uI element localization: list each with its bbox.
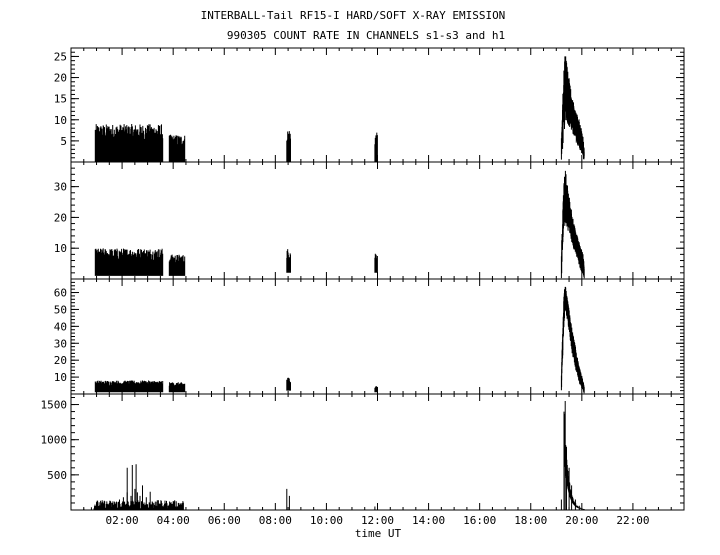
x-tick-label: 20:00: [565, 514, 598, 527]
data-burst: [374, 132, 378, 162]
x-tick-label: 08:00: [259, 514, 292, 527]
data-burst: [286, 377, 291, 391]
y-tick-label: 20: [54, 211, 67, 224]
data-flare: [560, 56, 585, 160]
x-tick-label: 12:00: [361, 514, 394, 527]
y-tick-label: 40: [54, 320, 67, 333]
x-tick-label: 14:00: [412, 514, 445, 527]
y-tick-label: 1500: [41, 399, 68, 412]
y-tick-label: 500: [47, 469, 67, 482]
chart-title-line1: INTERBALL-Tail RF15-I HARD/SOFT X-RAY EM…: [201, 9, 506, 22]
data-burst: [286, 131, 291, 162]
data-burst: [286, 249, 291, 273]
y-tick-label: 60: [54, 287, 67, 300]
x-tick-label: 10:00: [310, 514, 343, 527]
x-tick-label: 22:00: [616, 514, 649, 527]
data-burst: [168, 382, 186, 393]
data-burst: [94, 380, 164, 393]
x-axis-label: time UT: [355, 527, 402, 540]
x-tick-label: 06:00: [208, 514, 241, 527]
y-tick-label: 15: [54, 93, 67, 106]
y-tick-label: 10: [54, 114, 67, 127]
panel-s3: 10 20 30 40 50 60: [54, 278, 685, 395]
panel-s2: 10 20 30: [54, 161, 685, 280]
y-tick-label: 20: [54, 354, 67, 367]
y-tick-label: 20: [54, 72, 67, 85]
y-tick-label: 10: [54, 371, 67, 384]
y-tick-label: 25: [54, 50, 67, 63]
y-tick-label: 10: [54, 242, 67, 255]
panel-h1: 500 1000 1500: [41, 393, 685, 511]
data-flare: [560, 170, 585, 279]
x-axis: 02:00 04:00 06:00 08:00 10:00 12:00 14:00 16:00…: [106, 514, 650, 527]
y-tick-label: 50: [54, 303, 67, 316]
panel-s1: 5 10 15 20 25: [54, 47, 685, 163]
data-burst: [94, 248, 164, 276]
data-peaks: [126, 464, 137, 510]
panel-frame: [70, 278, 685, 395]
data-spikes: [83, 401, 585, 510]
data-burst: [168, 254, 186, 276]
y-tick-label: 30: [54, 337, 67, 350]
x-tick-label: 18:00: [514, 514, 547, 527]
x-tick-label: 02:00: [106, 514, 139, 527]
data-flare: [560, 286, 585, 394]
data-burst: [168, 134, 186, 162]
y-tick-label: 30: [54, 181, 67, 194]
x-tick-label: 16:00: [463, 514, 496, 527]
y-tick-label: 5: [60, 135, 67, 148]
panel-frame: [70, 393, 685, 511]
data-burst: [374, 386, 378, 393]
y-tick-label: 1000: [41, 434, 68, 447]
panels-layer: 5 10 15 20 25 10 20 30 10 20 30 40 50 60 500 1000 1500: [41, 47, 685, 511]
data-burst: [94, 124, 164, 162]
data-burst: [374, 253, 378, 273]
chart-title-line2: 990305 COUNT RATE IN CHANNELS s1-s3 and …: [227, 29, 505, 42]
x-tick-label: 04:00: [157, 514, 190, 527]
